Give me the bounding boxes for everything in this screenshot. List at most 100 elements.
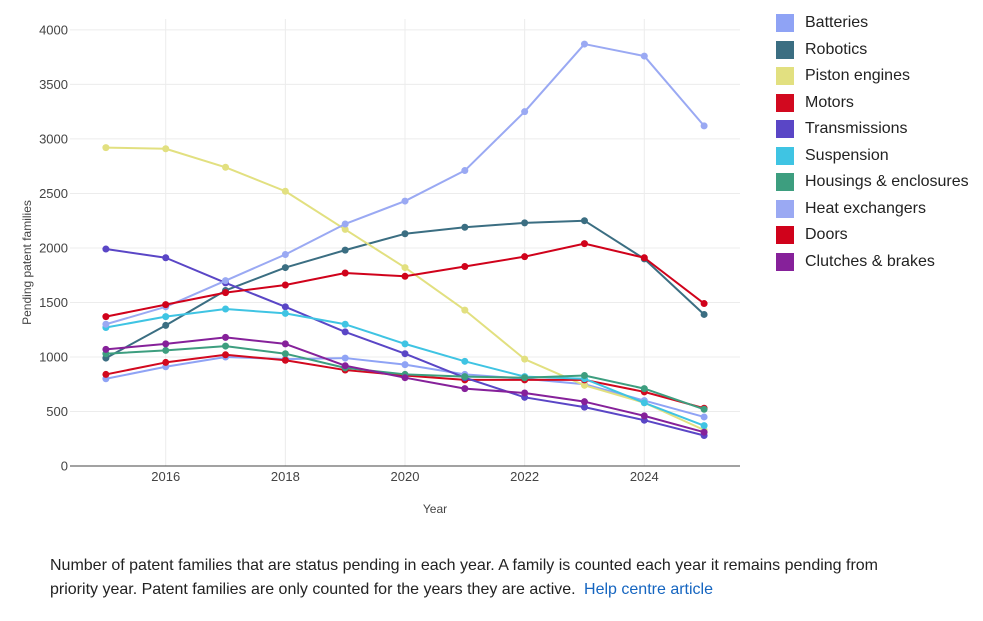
data-point <box>162 313 170 321</box>
legend-item[interactable]: Motors <box>776 90 969 117</box>
data-point <box>281 309 289 317</box>
data-point <box>341 354 349 362</box>
data-point <box>401 374 409 382</box>
data-point <box>401 361 409 369</box>
data-point <box>222 277 230 285</box>
legend: Batteries Robotics Piston engines Motors Tra… <box>776 10 969 275</box>
data-point <box>461 167 469 175</box>
data-point <box>700 310 708 318</box>
legend-swatch <box>776 252 794 271</box>
data-point <box>521 389 529 397</box>
data-point <box>162 358 170 366</box>
y-tick-label: 4000 <box>39 22 68 37</box>
data-point <box>580 240 588 248</box>
data-point <box>341 269 349 277</box>
data-point <box>341 328 349 336</box>
legend-item[interactable]: Robotics <box>776 37 969 64</box>
data-point <box>521 219 529 227</box>
x-tick-label: 2022 <box>510 469 539 484</box>
legend-label: Piston engines <box>805 67 910 85</box>
x-tick-label: 2024 <box>630 469 659 484</box>
data-point <box>640 385 648 393</box>
data-point <box>700 122 708 130</box>
data-point <box>162 254 170 262</box>
legend-swatch <box>776 146 794 165</box>
data-point <box>640 399 648 407</box>
x-tick-label: 2016 <box>151 469 180 484</box>
chart-caption: Number of patent families that are statu… <box>50 554 930 602</box>
data-point <box>102 320 110 328</box>
legend-swatch <box>776 40 794 59</box>
legend-item[interactable]: Clutches & brakes <box>776 249 969 276</box>
y-tick-label: 1500 <box>39 295 68 310</box>
legend-item[interactable]: Doors <box>776 222 969 249</box>
legend-item[interactable]: Suspension <box>776 143 969 170</box>
data-point <box>281 350 289 358</box>
data-point <box>700 422 708 430</box>
y-axis-ticks: 0 500 1000 1500 2000 2500 3000 3500 4000 <box>39 22 68 473</box>
data-point <box>281 281 289 289</box>
data-point <box>700 428 708 436</box>
data-point <box>222 289 230 297</box>
data-point <box>580 403 588 411</box>
y-axis-title: Pending patent families <box>20 200 34 325</box>
data-point <box>162 340 170 348</box>
x-tick-label: 2018 <box>271 469 300 484</box>
data-point <box>222 342 230 350</box>
y-tick-label: 2000 <box>39 240 68 255</box>
data-point <box>102 245 110 253</box>
data-point <box>461 357 469 365</box>
legend-label: Clutches & brakes <box>805 252 935 270</box>
legend-swatch <box>776 14 794 33</box>
data-point <box>401 264 409 272</box>
data-point <box>401 340 409 348</box>
legend-swatch <box>776 67 794 86</box>
legend-item[interactable]: Batteries <box>776 10 969 37</box>
x-axis-title: Year <box>423 502 447 516</box>
data-point <box>521 374 529 382</box>
help-centre-link[interactable]: Help centre article <box>584 581 713 598</box>
legend-swatch <box>776 93 794 112</box>
y-tick-label: 500 <box>46 404 68 419</box>
legend-label: Doors <box>805 226 848 244</box>
data-point <box>222 333 230 341</box>
legend-item[interactable]: Piston engines <box>776 63 969 90</box>
data-point <box>461 223 469 231</box>
x-tick-label: 2020 <box>391 469 420 484</box>
data-point <box>281 187 289 195</box>
data-point <box>162 346 170 354</box>
legend-item[interactable]: Transmissions <box>776 116 969 143</box>
legend-swatch <box>776 226 794 245</box>
y-tick-label: 1000 <box>39 349 68 364</box>
data-point <box>401 272 409 280</box>
data-point <box>222 163 230 171</box>
data-point <box>580 372 588 380</box>
legend-item[interactable]: Heat exchangers <box>776 196 969 223</box>
series-clutches-brakes <box>102 333 708 436</box>
data-point <box>580 40 588 48</box>
y-tick-label: 3000 <box>39 131 68 146</box>
legend-label: Batteries <box>805 14 869 32</box>
data-point <box>521 355 529 363</box>
data-point <box>640 412 648 420</box>
caption-text: Number of patent families that are statu… <box>50 557 879 598</box>
legend-label: Heat exchangers <box>805 199 926 217</box>
data-point <box>401 197 409 205</box>
data-point <box>162 145 170 153</box>
data-point <box>401 230 409 238</box>
legend-swatch <box>776 199 794 218</box>
data-point <box>341 220 349 228</box>
legend-item[interactable]: Housings & enclosures <box>776 169 969 196</box>
data-point <box>102 345 110 353</box>
data-point <box>461 385 469 393</box>
data-point <box>281 356 289 364</box>
data-point <box>580 381 588 389</box>
series-doors <box>102 240 708 321</box>
data-point <box>341 225 349 233</box>
data-point <box>461 262 469 270</box>
data-point <box>580 398 588 406</box>
legend-label: Motors <box>805 93 854 111</box>
data-point <box>640 254 648 262</box>
data-point <box>281 264 289 272</box>
data-point <box>222 351 230 359</box>
